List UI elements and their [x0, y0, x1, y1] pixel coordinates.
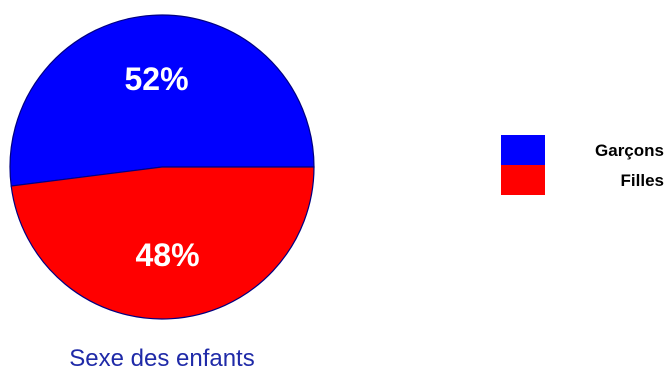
slice-value-label: 52% [124, 61, 188, 97]
pie-slice-filles [10, 166, 315, 320]
chart-title: Sexe des enfants [69, 345, 254, 372]
slice-value-label: 48% [135, 237, 199, 273]
legend-swatch [501, 165, 545, 195]
legend-swatch [501, 135, 545, 165]
legend: Garçons Filles [501, 135, 664, 195]
legend-label: Filles [621, 171, 664, 190]
legend-label: Garçons [595, 141, 664, 160]
pie-slices [9, 14, 315, 320]
pie-slice-garcons [9, 14, 315, 187]
pie-slice-labels: 52% 48% [124, 61, 199, 273]
